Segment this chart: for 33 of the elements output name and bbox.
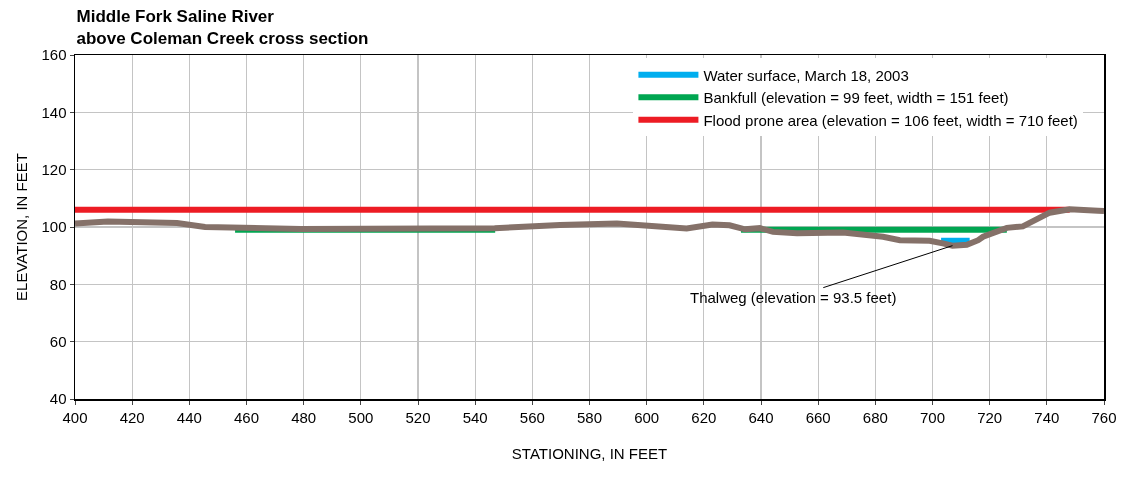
y-tick-label: 100 [41,218,67,236]
legend-label: Water surface, March 18, 2003 [703,66,909,84]
y-tick-label: 120 [41,160,67,178]
x-tick-label: 700 [919,408,946,426]
y-tick-label: 80 [49,275,67,293]
chart-title: Middle Fork Saline River above Coleman Creek cross section [76,6,369,48]
y-tick-label: 160 [41,46,67,64]
y-tick-label: 60 [49,332,67,350]
x-tick-label: 600 [634,408,660,426]
x-tick-label: 740 [1034,408,1060,426]
x-tick-label: 520 [405,408,431,426]
y-axis-title: ELEVATION, IN FEET [12,153,30,301]
x-tick-label: 680 [862,408,888,426]
x-axis-title: STATIONING, IN FEET [511,445,668,463]
x-tick-label: 720 [977,408,1003,426]
legend-label: Flood prone area (elevation = 106 feet, width = 710 feet) [703,111,1078,129]
x-tick-label: 460 [233,408,260,426]
x-tick-label: 620 [691,408,717,426]
x-tick-label: 480 [291,408,317,426]
y-tick-label: 40 [49,390,67,408]
x-tick-label: 540 [462,408,488,426]
x-tick-label: 420 [119,408,145,426]
x-tick-label: 560 [519,408,545,426]
x-tick-label: 760 [1091,408,1117,426]
x-tick-label: 500 [348,408,374,426]
x-tick-label: 440 [176,408,202,426]
legend-label: Bankfull (elevation = 99 feet, width = 151 feet) [703,89,1009,107]
x-tick-label: 640 [748,408,774,426]
x-tick-label: 660 [805,408,831,426]
x-tick-label: 580 [576,408,603,426]
annotation: Thalweg (elevation = 93.5 feet) [690,289,897,306]
x-tick-label: 400 [62,408,88,426]
y-tick-label: 140 [41,103,67,121]
